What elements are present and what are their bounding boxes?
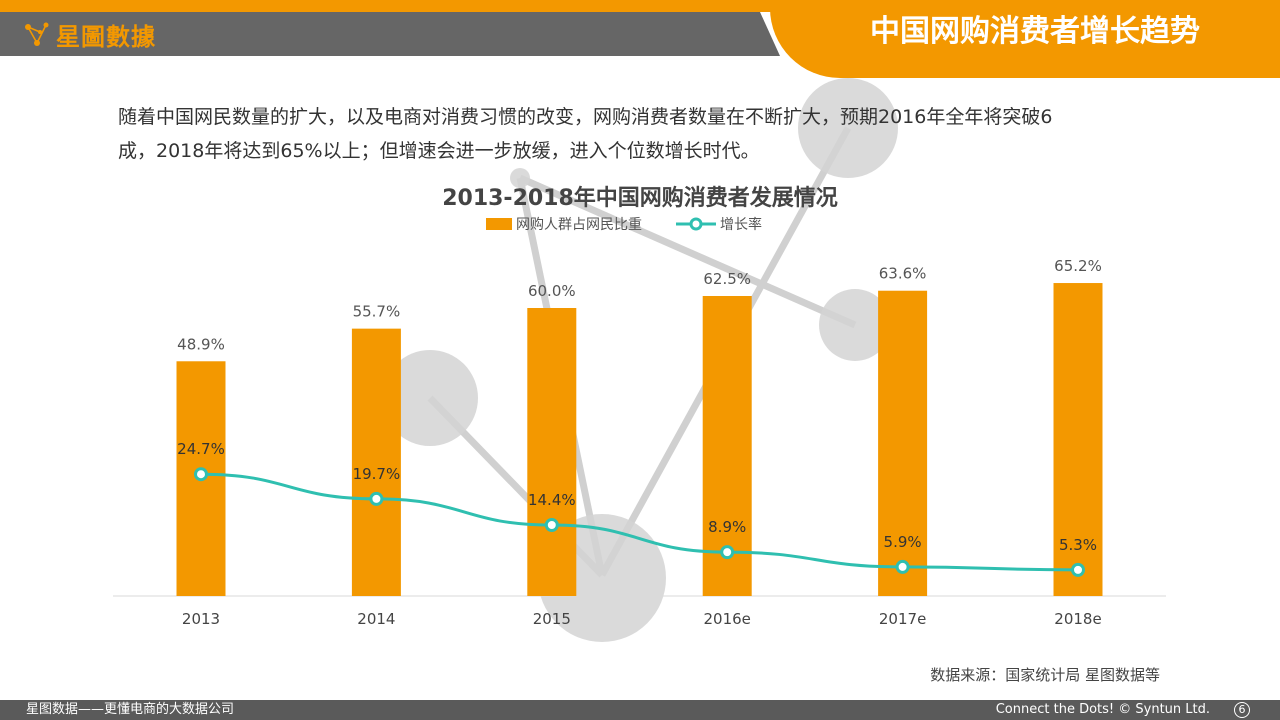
- bar-label-2013: 48.9%: [177, 335, 225, 353]
- legend-label-bar: 网购人群占网民比重: [516, 217, 642, 233]
- page-title: 中国网购消费者增长趋势: [870, 14, 1200, 49]
- footer-copyright: Connect the Dots! © Syntun Ltd.: [995, 702, 1210, 717]
- growth-label-2014: 19.7%: [353, 465, 401, 483]
- legend-bar-swatch: [486, 218, 512, 230]
- growth-point-2015: [544, 518, 559, 533]
- growth-label-2015: 14.4%: [528, 491, 576, 509]
- bar-2018e: [1053, 283, 1103, 596]
- growth-point-2013: [194, 467, 208, 482]
- footer-bar: 星图数据——更懂电商的大数据公司 Connect the Dots! © Syn…: [0, 700, 1280, 720]
- intro-line-2: 成，2018年将达到65%以上；但增速会进一步放缓，进入个位数增长时代。: [118, 140, 760, 162]
- legend-item-line: 增长率: [676, 214, 762, 234]
- x-tick-label-2018e: 2018e: [1054, 610, 1101, 628]
- growth-label-2016e: 8.9%: [708, 518, 746, 536]
- growth-label-2018e: 5.3%: [1059, 536, 1097, 554]
- bar-label-2017e: 63.6%: [879, 265, 927, 283]
- header-gray-tab: [0, 12, 780, 56]
- growth-point-2017e: [895, 559, 910, 574]
- data-source-note: 数据来源：国家统计局 星图数据等: [930, 666, 1160, 684]
- intro-line-1: 随着中国网民数量的扩大，以及电商对消费习惯的改变，网购消费者数量在不断扩大，预期…: [118, 106, 1053, 128]
- footer-slogan: 星图数据——更懂电商的大数据公司: [26, 702, 235, 717]
- growth-point-2014: [369, 491, 384, 506]
- network-dots-icon: [25, 22, 49, 46]
- x-tick-label-2015: 2015: [533, 610, 571, 628]
- legend-label-line: 增长率: [720, 217, 762, 233]
- bar-label-2015: 60.0%: [528, 282, 576, 300]
- chart-title: 2013-2018年中国网购消费者发展情况: [442, 186, 838, 211]
- growth-point-2016e: [720, 545, 735, 560]
- brand-logo: 星圖數據: [22, 16, 156, 52]
- growth-label-2017e: 5.9%: [884, 533, 922, 551]
- title-tab: [770, 0, 1280, 78]
- bar-2014: [351, 328, 401, 596]
- bar-label-2016e: 62.5%: [703, 270, 751, 288]
- x-tick-label-2014: 2014: [357, 610, 395, 628]
- growth-point-2018e: [1071, 562, 1085, 577]
- growth-rate-line: [200, 472, 1079, 572]
- bar-label-2014: 55.7%: [353, 303, 401, 321]
- page-number: 6: [1234, 702, 1250, 718]
- bar-2017e: [878, 290, 928, 596]
- logo-text: 星圖數據: [56, 22, 156, 51]
- legend-item-bar: 网购人群占网民比重: [486, 214, 642, 234]
- growth-label-2013: 24.7%: [177, 440, 225, 458]
- bar-2015: [527, 308, 577, 596]
- x-tick-label-2016e: 2016e: [703, 610, 750, 628]
- x-tick-label-2013: 2013: [182, 610, 220, 628]
- intro-paragraph: 随着中国网民数量的扩大，以及电商对消费习惯的改变，网购消费者数量在不断扩大，预期…: [118, 100, 1178, 168]
- bar-label-2018e: 65.2%: [1054, 257, 1102, 275]
- x-tick-label-2017e: 2017e: [879, 610, 926, 628]
- legend-line-swatch: [676, 217, 716, 231]
- chart-legend: 网购人群占网民比重 增长率: [486, 213, 796, 235]
